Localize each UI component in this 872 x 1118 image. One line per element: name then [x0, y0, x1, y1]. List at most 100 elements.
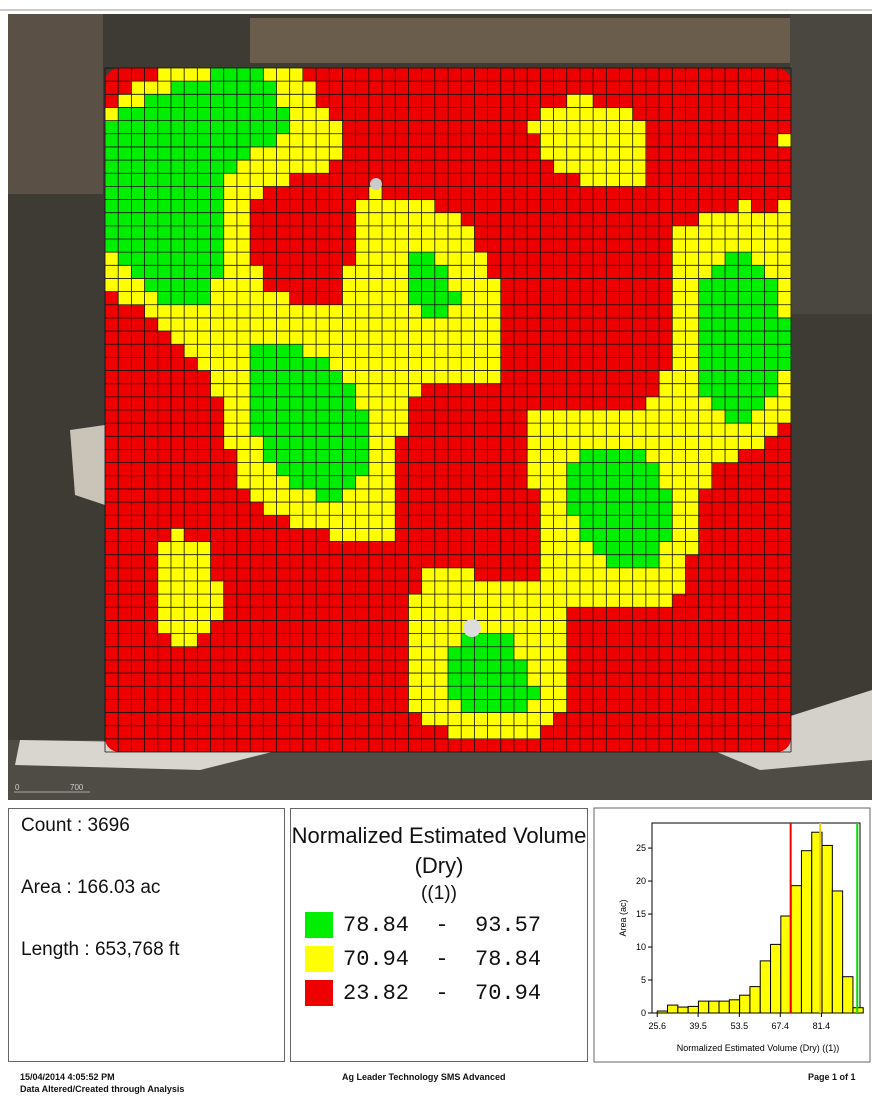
- map-cell: [184, 318, 197, 331]
- map-cell: [382, 528, 395, 541]
- map-cell: [554, 502, 567, 515]
- map-cell: [158, 213, 171, 226]
- map-cell: [620, 515, 633, 528]
- map-cell: [356, 410, 369, 423]
- map-cell: [250, 344, 263, 357]
- map-cell: [540, 134, 553, 147]
- map-cell: [197, 94, 210, 107]
- map-cell: [158, 186, 171, 199]
- map-cell: [672, 305, 685, 318]
- map-cell: [738, 292, 751, 305]
- map-cell: [435, 331, 448, 344]
- map-cell: [633, 489, 646, 502]
- map-cell: [316, 436, 329, 449]
- map-cell: [646, 568, 659, 581]
- map-cell: [342, 436, 355, 449]
- map-cell: [395, 292, 408, 305]
- map-cell: [685, 397, 698, 410]
- map-cell: [105, 278, 118, 291]
- stat-length: Length : 653,768 ft: [21, 939, 179, 961]
- map-cell: [105, 265, 118, 278]
- map-cell: [197, 134, 210, 147]
- legend-swatch: [305, 946, 333, 972]
- map-cell: [382, 226, 395, 239]
- map-cell: [501, 713, 514, 726]
- map-cell: [738, 384, 751, 397]
- map-cell: [290, 449, 303, 462]
- footer-page: Page 1 of 1: [808, 1072, 856, 1082]
- map-cell: [448, 278, 461, 291]
- map-cell: [778, 344, 791, 357]
- map-cell: [514, 620, 527, 633]
- map-cell: [765, 213, 778, 226]
- map-cell: [145, 173, 158, 186]
- map-cell: [501, 726, 514, 739]
- map-cell: [620, 134, 633, 147]
- map-cell: [672, 371, 685, 384]
- map-cell: [303, 463, 316, 476]
- map-cell: [105, 252, 118, 265]
- map-cell: [263, 489, 276, 502]
- map-cell: [685, 528, 698, 541]
- map-parcel: [8, 14, 103, 194]
- map-cell: [277, 489, 290, 502]
- map-cell: [646, 489, 659, 502]
- map-cell: [277, 502, 290, 515]
- map-cell: [290, 81, 303, 94]
- stats-panel: Count : 3696 Area : 166.03 ac Length : 6…: [8, 808, 285, 1062]
- map-cell: [131, 252, 144, 265]
- map-cell: [145, 147, 158, 160]
- map-cell: [211, 239, 224, 252]
- map-cell: [435, 581, 448, 594]
- map-cell: [382, 423, 395, 436]
- map-cell: [606, 134, 619, 147]
- map-cell: [263, 318, 276, 331]
- map-cell: [540, 449, 553, 462]
- map-cell: [224, 265, 237, 278]
- map-cell: [382, 489, 395, 502]
- map-cell: [395, 371, 408, 384]
- map-cell: [725, 331, 738, 344]
- map-cell: [699, 278, 712, 291]
- map-cell: [725, 371, 738, 384]
- map-cell: [145, 239, 158, 252]
- map-cell: [158, 607, 171, 620]
- map-cell: [158, 107, 171, 120]
- map-cell: [685, 515, 698, 528]
- map-cell: [224, 239, 237, 252]
- map-cell: [527, 634, 540, 647]
- histogram-bar: [668, 1005, 678, 1013]
- map-cell: [184, 305, 197, 318]
- map-cell: [303, 384, 316, 397]
- map-cell: [303, 331, 316, 344]
- map-cell: [435, 292, 448, 305]
- map-cell: [303, 476, 316, 489]
- map-cell: [580, 436, 593, 449]
- map-cell: [751, 252, 764, 265]
- map-parcel: [790, 14, 872, 314]
- map-cell: [633, 476, 646, 489]
- map-cell: [765, 292, 778, 305]
- map-cell: [277, 397, 290, 410]
- map-cell: [699, 371, 712, 384]
- map-cell: [751, 423, 764, 436]
- map-cell: [606, 436, 619, 449]
- map-cell: [277, 436, 290, 449]
- map-cell: [501, 699, 514, 712]
- map-cell: [224, 134, 237, 147]
- map-cell: [685, 265, 698, 278]
- map-cell: [342, 278, 355, 291]
- map-cell: [303, 344, 316, 357]
- map-cell: [316, 502, 329, 515]
- map-cell: [237, 384, 250, 397]
- map-cell: [277, 94, 290, 107]
- map-cell: [342, 410, 355, 423]
- map-cell: [672, 278, 685, 291]
- map-cell: [435, 673, 448, 686]
- map-cell: [237, 331, 250, 344]
- map-cell: [778, 384, 791, 397]
- map-cell: [699, 436, 712, 449]
- map-cell: [277, 384, 290, 397]
- map-cell: [448, 634, 461, 647]
- map-cell: [369, 371, 382, 384]
